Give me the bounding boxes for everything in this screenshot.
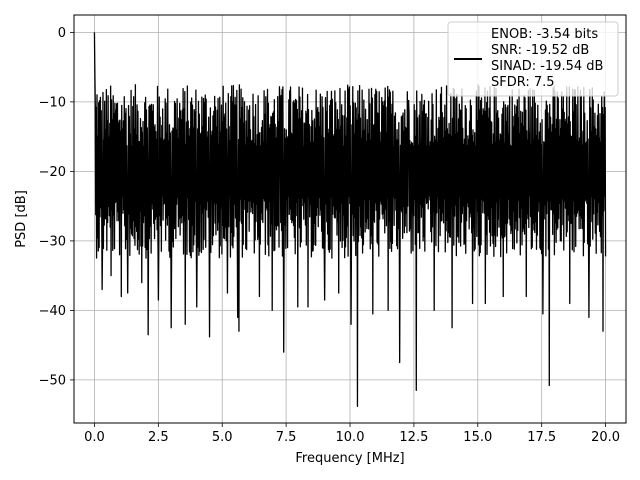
y-axis-label: PSD [dB] xyxy=(14,190,29,248)
x-tick-label: 10.0 xyxy=(336,430,365,445)
legend: ENOB: -3.54 bits SNR: -19.52 dB SINAD: -… xyxy=(447,21,619,97)
y-tick-label: −40 xyxy=(39,304,66,319)
x-axis-ticks: 0.0 2.5 5.0 7.5 10.0 12.5 15.0 17.5 20.0 xyxy=(84,423,620,445)
y-tick-label: −50 xyxy=(39,373,66,388)
legend-sfdr-text: SFDR: 7.5 xyxy=(491,75,555,90)
x-tick-label: 2.5 xyxy=(148,430,169,445)
x-axis-label: Frequency [MHz] xyxy=(295,451,404,466)
y-tick-label: −20 xyxy=(39,165,66,180)
x-tick-label: 7.5 xyxy=(276,430,297,445)
x-tick-label: 17.5 xyxy=(527,430,556,445)
y-tick-label: −30 xyxy=(39,234,66,249)
y-tick-label: 0 xyxy=(58,26,66,41)
y-tick-label: −10 xyxy=(39,95,66,110)
x-tick-label: 0.0 xyxy=(84,430,105,445)
legend-enob-text: ENOB: -3.54 bits xyxy=(491,27,598,42)
legend-snr-text: SNR: -19.52 dB xyxy=(491,43,589,58)
x-tick-label: 20.0 xyxy=(591,430,620,445)
legend-sinad-text: SINAD: -19.54 dB xyxy=(491,59,603,74)
psd-series-line xyxy=(93,32,607,407)
legend-box xyxy=(447,21,619,97)
x-tick-label: 15.0 xyxy=(463,430,492,445)
x-tick-label: 12.5 xyxy=(399,430,428,445)
x-tick-label: 5.0 xyxy=(212,430,233,445)
y-axis-ticks: 0 −10 −20 −30 −40 −50 xyxy=(39,26,74,388)
plot-area xyxy=(93,32,607,407)
